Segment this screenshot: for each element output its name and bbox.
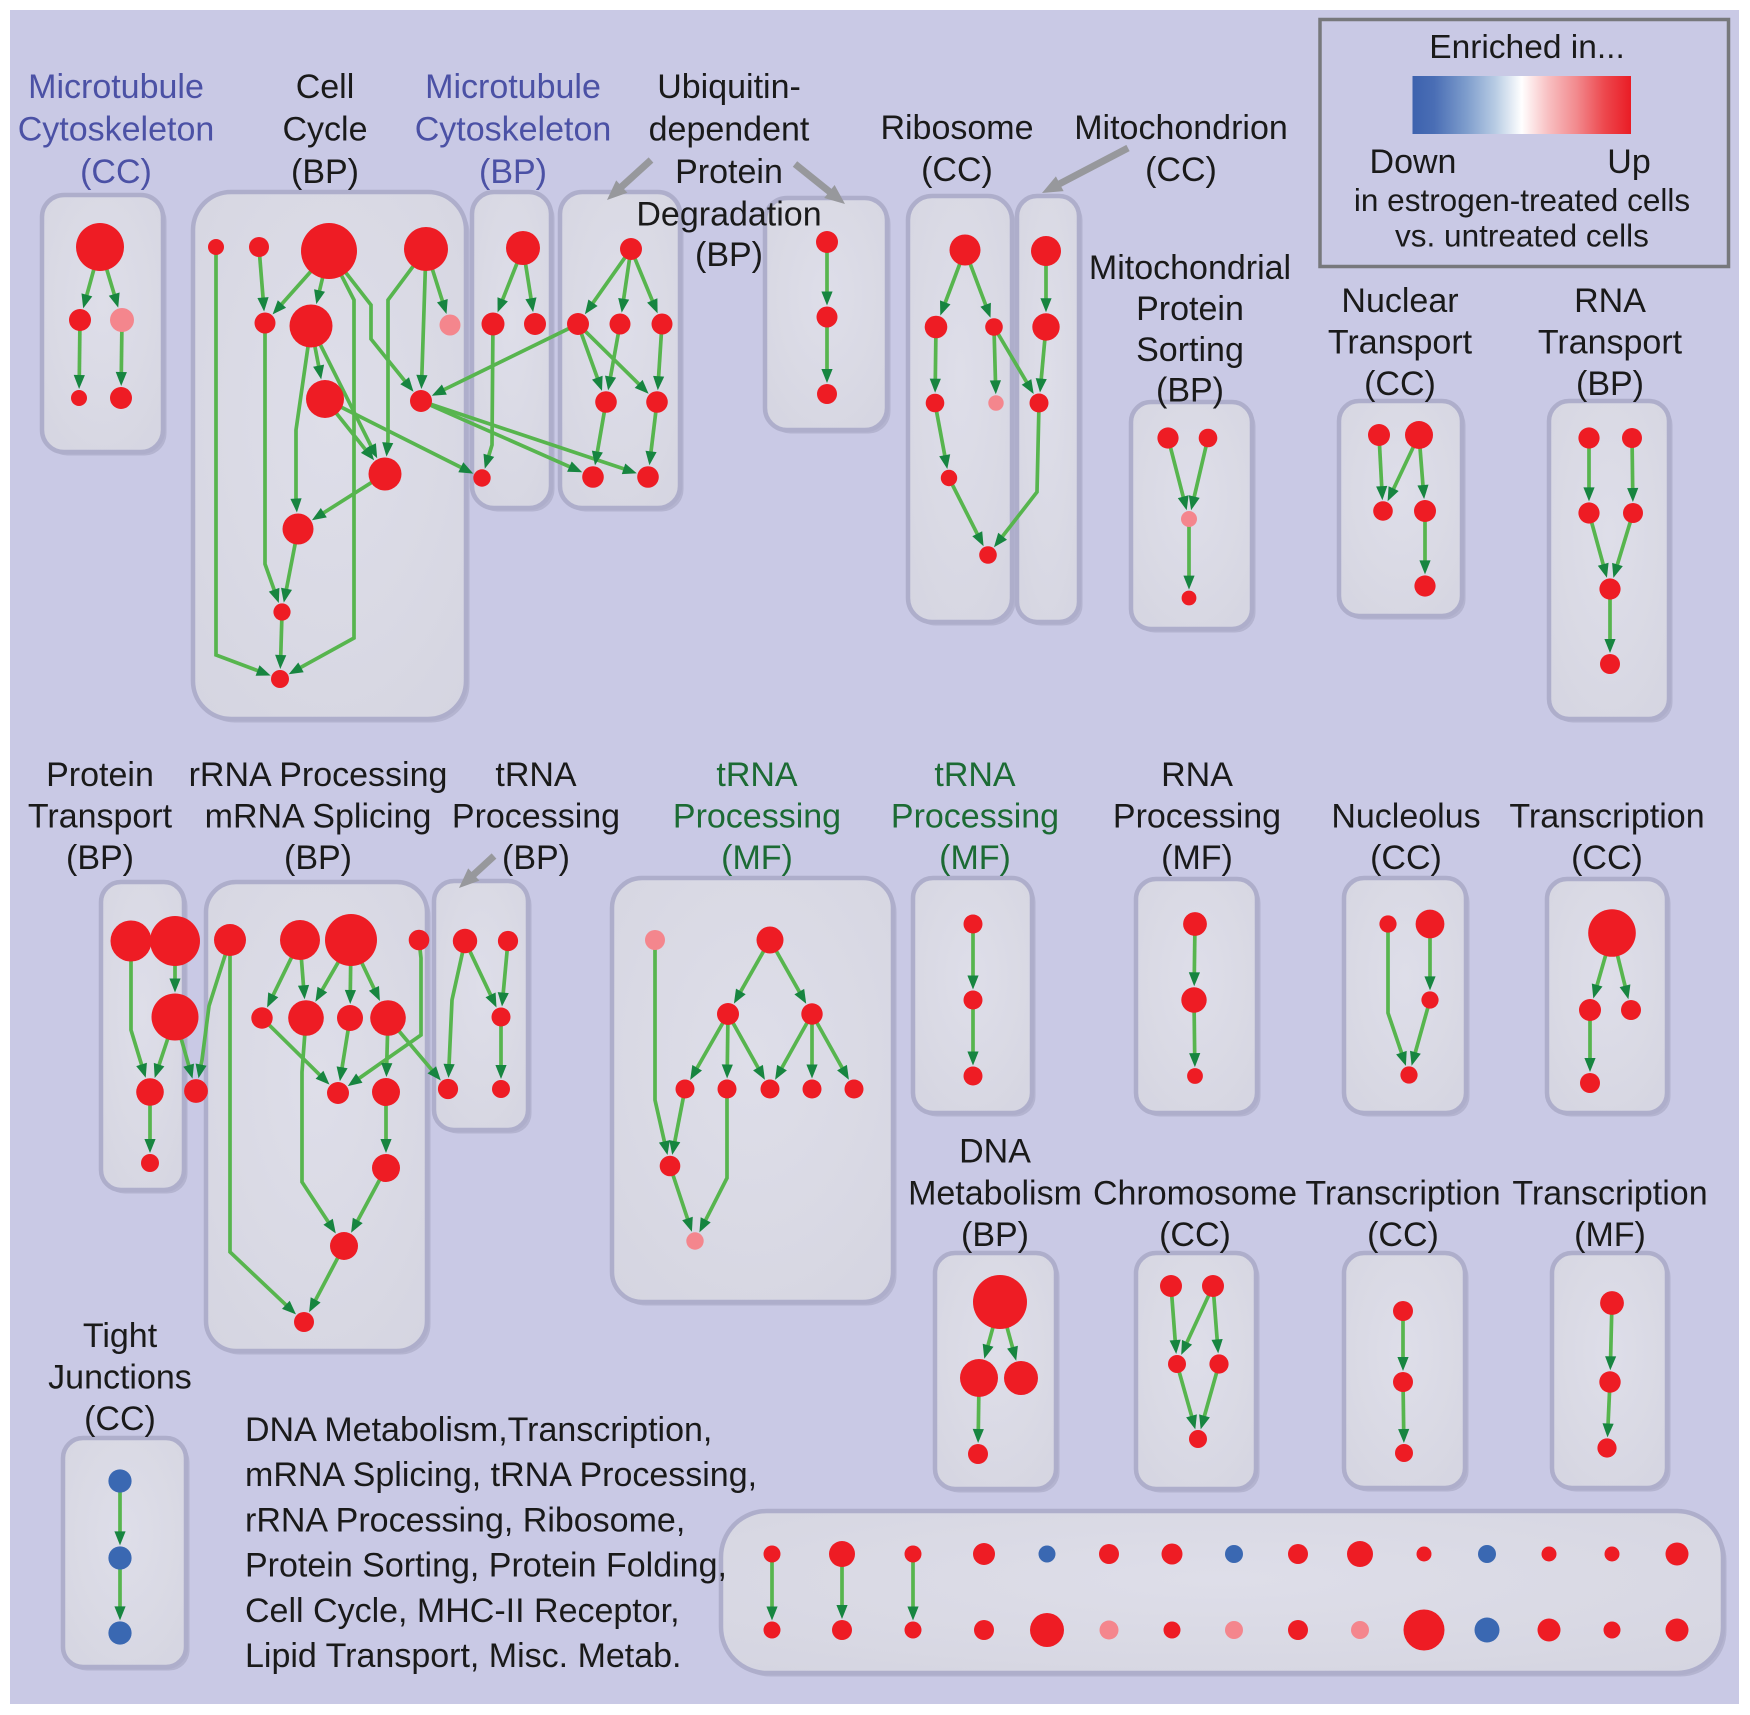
svg-text:(BP): (BP) xyxy=(502,839,570,877)
svg-text:Ubiquitin-: Ubiquitin- xyxy=(657,68,801,106)
svg-text:mRNA Splicing: mRNA Splicing xyxy=(205,798,432,836)
svg-text:Transcription: Transcription xyxy=(1512,1175,1707,1213)
svg-text:Junctions: Junctions xyxy=(48,1359,192,1397)
svg-text:rRNA Processing: rRNA Processing xyxy=(189,756,448,794)
svg-text:(BP): (BP) xyxy=(479,153,547,191)
svg-text:(CC): (CC) xyxy=(1364,365,1436,403)
svg-text:tRNA: tRNA xyxy=(495,756,577,794)
svg-text:Transport: Transport xyxy=(1328,324,1473,362)
svg-text:Cell: Cell xyxy=(296,68,355,106)
svg-text:(BP): (BP) xyxy=(284,839,352,877)
svg-text:Transport: Transport xyxy=(28,798,173,836)
svg-text:Ribosome: Ribosome xyxy=(880,109,1033,147)
svg-text:Nucleolus: Nucleolus xyxy=(1331,798,1480,836)
svg-text:Processing: Processing xyxy=(1113,798,1281,836)
svg-text:(CC): (CC) xyxy=(84,1400,156,1438)
svg-text:(BP): (BP) xyxy=(695,236,763,274)
svg-text:(MF): (MF) xyxy=(939,839,1011,877)
svg-text:DNA: DNA xyxy=(959,1133,1031,1171)
svg-text:tRNA: tRNA xyxy=(934,756,1016,794)
svg-text:Metabolism: Metabolism xyxy=(908,1175,1082,1213)
svg-text:Enriched in...: Enriched in... xyxy=(1429,29,1625,66)
svg-text:Protein: Protein xyxy=(46,756,154,794)
svg-text:in estrogen-treated cells: in estrogen-treated cells xyxy=(1354,182,1690,218)
svg-text:Tight: Tight xyxy=(83,1317,158,1355)
svg-text:mRNA Splicing, tRNA Processing: mRNA Splicing, tRNA Processing, xyxy=(245,1456,757,1494)
svg-text:rRNA Processing, Ribosome,: rRNA Processing, Ribosome, xyxy=(245,1501,685,1539)
svg-text:Mitochondrion: Mitochondrion xyxy=(1074,109,1288,147)
svg-text:(MF): (MF) xyxy=(1161,839,1233,877)
svg-text:Transcription: Transcription xyxy=(1509,798,1704,836)
svg-text:Nuclear: Nuclear xyxy=(1341,282,1458,320)
svg-text:(MF): (MF) xyxy=(1574,1216,1646,1254)
svg-text:Cytoskeleton: Cytoskeleton xyxy=(415,111,612,149)
svg-text:Processing: Processing xyxy=(891,798,1059,836)
svg-text:dependent: dependent xyxy=(649,111,810,149)
svg-text:vs. untreated cells: vs. untreated cells xyxy=(1395,218,1649,254)
svg-text:Protein Sorting, Protein Foldi: Protein Sorting, Protein Folding, xyxy=(245,1547,727,1585)
svg-text:(CC): (CC) xyxy=(921,151,993,189)
svg-text:DNA Metabolism,Transcription,: DNA Metabolism,Transcription, xyxy=(245,1411,712,1449)
svg-text:Processing: Processing xyxy=(452,798,620,836)
svg-text:(BP): (BP) xyxy=(1156,372,1224,410)
svg-text:(CC): (CC) xyxy=(1159,1216,1231,1254)
svg-text:RNA: RNA xyxy=(1161,756,1233,794)
svg-text:Transcription: Transcription xyxy=(1305,1175,1500,1213)
svg-text:Lipid Transport, Misc. Metab.: Lipid Transport, Misc. Metab. xyxy=(245,1637,682,1675)
svg-text:(CC): (CC) xyxy=(1571,839,1643,877)
svg-text:RNA: RNA xyxy=(1574,282,1646,320)
svg-text:Protein: Protein xyxy=(675,153,783,191)
svg-text:Microtubule: Microtubule xyxy=(28,68,204,106)
svg-text:(BP): (BP) xyxy=(291,153,359,191)
svg-text:(CC): (CC) xyxy=(1145,151,1217,189)
svg-text:(MF): (MF) xyxy=(721,839,793,877)
svg-text:(BP): (BP) xyxy=(66,839,134,877)
svg-text:(BP): (BP) xyxy=(1576,365,1644,403)
svg-text:(BP): (BP) xyxy=(961,1216,1029,1254)
svg-text:tRNA: tRNA xyxy=(716,756,798,794)
svg-text:Chromosome: Chromosome xyxy=(1093,1175,1297,1213)
svg-text:(CC): (CC) xyxy=(1367,1216,1439,1254)
svg-text:Processing: Processing xyxy=(673,798,841,836)
svg-text:Sorting: Sorting xyxy=(1136,331,1244,369)
svg-text:Protein: Protein xyxy=(1136,290,1244,328)
svg-text:Microtubule: Microtubule xyxy=(425,68,601,106)
svg-text:Up: Up xyxy=(1607,143,1650,181)
svg-text:Cytoskeleton: Cytoskeleton xyxy=(18,111,215,149)
svg-text:(CC): (CC) xyxy=(80,153,152,191)
svg-text:Mitochondrial: Mitochondrial xyxy=(1089,249,1291,287)
svg-text:Cell Cycle, MHC-II Receptor,: Cell Cycle, MHC-II Receptor, xyxy=(245,1592,680,1630)
svg-text:Transport: Transport xyxy=(1538,324,1683,362)
svg-text:Down: Down xyxy=(1370,143,1457,181)
svg-text:Degradation: Degradation xyxy=(636,196,821,234)
svg-text:(CC): (CC) xyxy=(1370,839,1442,877)
svg-text:Cycle: Cycle xyxy=(282,111,367,149)
